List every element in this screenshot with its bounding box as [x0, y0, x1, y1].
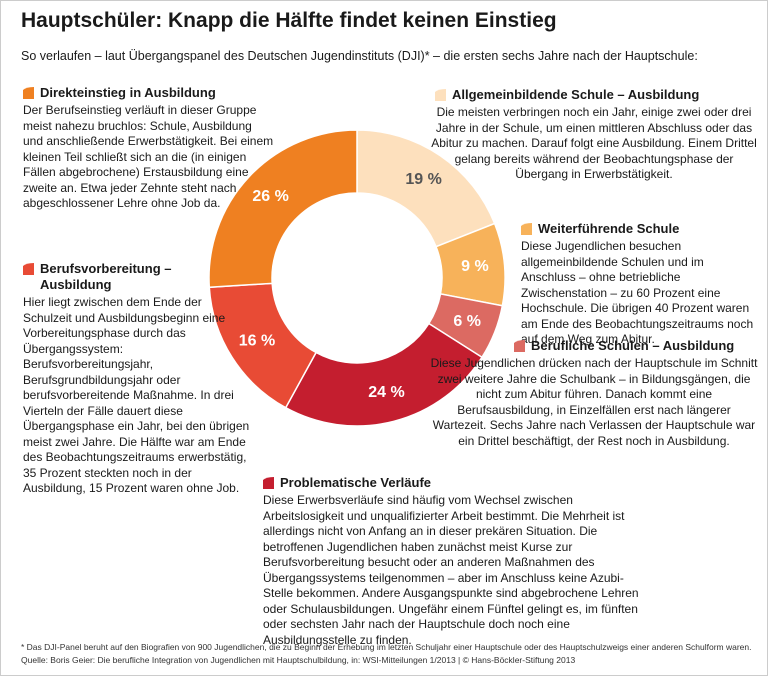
legend-description: Diese Erwerbsverläufe sind häufig vom We…	[263, 493, 639, 647]
value-label: 9 %	[461, 258, 489, 275]
legend-block: Problematische Verläufe Diese Erwerbsverl…	[263, 475, 648, 648]
legend-icon	[23, 87, 34, 99]
legend-swatch	[23, 87, 34, 99]
legend-heading: Allgemeinbildende Schule – Ausbildung	[429, 87, 759, 103]
chart-title: Hauptschüler: Knapp die Hälfte findet ke…	[21, 9, 557, 32]
source: Quelle: Boris Geier: Die berufliche Inte…	[21, 655, 576, 665]
donut-segment	[284, 322, 483, 427]
legend-icon	[435, 89, 446, 101]
legend-heading: Direkteinstieg in Ausbildung	[23, 85, 275, 101]
legend-swatch	[521, 223, 532, 235]
legend-heading: Problematische Verläufe	[263, 475, 648, 491]
value-label: 16 %	[239, 333, 275, 350]
legend-label: Problematische Verläufe	[280, 475, 432, 490]
legend-label: Allgemeinbildende Schule – Ausbildung	[452, 87, 700, 102]
legend-icon	[514, 340, 525, 352]
legend-block: Weiterführende Schule Diese Jugendlichen …	[521, 221, 761, 348]
legend-description: Der Berufseinstieg verläuft in dieser Gr…	[23, 103, 274, 210]
value-label: 19 %	[405, 171, 441, 188]
legend-block: Berufliche Schulen – Ausbildung Diese Jug…	[429, 338, 759, 449]
legend-heading: Weiterführende Schule	[521, 221, 761, 237]
legend-swatch	[23, 263, 34, 275]
legend-block: Direkteinstieg in Ausbildung Der Berufsei…	[23, 85, 275, 212]
value-label: 24 %	[368, 384, 404, 401]
legend-label: Berufsvorbereitung – Ausbildung	[40, 261, 172, 292]
chart-subtitle: So verlaufen – laut Übergangspanel des D…	[21, 49, 698, 63]
legend-description: Diese Jugendlichen drücken nach der Haup…	[430, 356, 758, 448]
legend-description: Die meisten verbringen noch ein Jahr, ei…	[431, 105, 757, 181]
legend-heading: Berufsvorbereitung – Ausbildung	[23, 261, 183, 293]
legend-label: Berufliche Schulen – Ausbildung	[531, 338, 735, 353]
legend-swatch	[435, 89, 446, 101]
legend-icon	[23, 263, 34, 275]
legend-label: Weiterführende Schule	[538, 221, 680, 236]
legend-description: Hier liegt zwischen dem Ende der Schulze…	[23, 295, 250, 495]
value-label: 26 %	[252, 188, 288, 205]
footnote: * Das DJI-Panel beruht auf den Biografie…	[21, 642, 752, 652]
legend-heading: Berufliche Schulen – Ausbildung	[429, 338, 759, 354]
legend-block: Allgemeinbildende Schule – Ausbildung Die…	[429, 87, 759, 183]
legend-icon	[521, 223, 532, 235]
legend-description: Diese Jugendlichen besuchen allgemeinbil…	[521, 239, 754, 346]
value-label: 6 %	[453, 313, 481, 330]
legend-swatch	[263, 477, 274, 489]
legend-label: Direkteinstieg in Ausbildung	[40, 85, 216, 100]
legend-swatch	[514, 340, 525, 352]
legend-icon	[263, 477, 274, 489]
legend-block: Berufsvorbereitung – Ausbildung Hier lieg…	[23, 261, 251, 497]
donut-segment	[208, 129, 358, 289]
